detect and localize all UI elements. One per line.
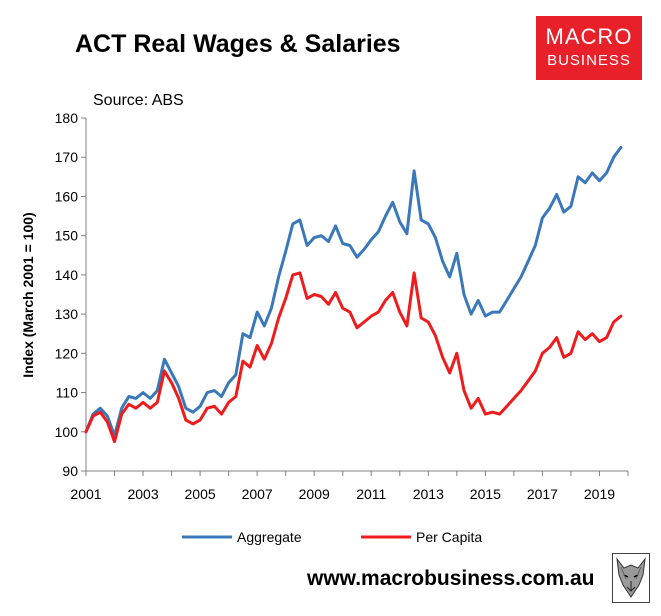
y-tick-label: 120 xyxy=(55,345,79,361)
x-tick-label: 2011 xyxy=(356,486,386,502)
source-label: Source: ABS xyxy=(93,92,184,109)
series-line-per-capita xyxy=(84,271,623,444)
y-tick-label: 150 xyxy=(55,228,79,244)
x-tick-label: 2007 xyxy=(242,486,273,502)
x-tick-label: 2001 xyxy=(70,486,101,502)
y-tick-label: 130 xyxy=(55,306,79,322)
y-tick-label: 170 xyxy=(55,149,79,165)
series-layer xyxy=(84,145,623,444)
y-tick-label: 90 xyxy=(62,463,78,479)
chart-legend: Aggregate Per Capita xyxy=(182,529,482,545)
series-line-aggregate xyxy=(84,145,623,438)
y-tick-label: 110 xyxy=(56,385,79,401)
macrobusiness-logo[interactable]: MACRO BUSINESS xyxy=(536,16,642,80)
wolf-logo-icon xyxy=(612,553,650,603)
x-tick-label: 2013 xyxy=(413,486,444,502)
legend-label: Aggregate xyxy=(237,529,302,545)
chart-axes: 90 100 110 120 130 140 150 160 170 180 2001 2003 200… xyxy=(55,110,629,502)
x-tick-label: 2005 xyxy=(185,486,216,502)
y-axis-label: Index (March 2001 = 100) xyxy=(20,212,36,377)
x-tick-label: 2009 xyxy=(299,486,330,502)
x-tick-label: 2019 xyxy=(584,486,615,502)
x-tick-label: 2003 xyxy=(127,486,158,502)
logo-line-business: BUSINESS xyxy=(547,52,631,69)
x-tick-label: 2017 xyxy=(527,486,558,502)
y-tick-label: 160 xyxy=(55,188,79,204)
legend-label: Per Capita xyxy=(416,529,482,545)
y-tick-label: 140 xyxy=(55,267,79,283)
y-tick-label: 180 xyxy=(55,110,79,126)
y-tick-label: 100 xyxy=(55,424,79,440)
chart-title: ACT Real Wages & Salaries xyxy=(75,30,401,58)
x-tick-label: 2015 xyxy=(470,486,501,502)
logo-line-macro: MACRO xyxy=(545,24,633,49)
footer-url-link[interactable]: www.macrobusiness.com.au xyxy=(307,567,595,590)
